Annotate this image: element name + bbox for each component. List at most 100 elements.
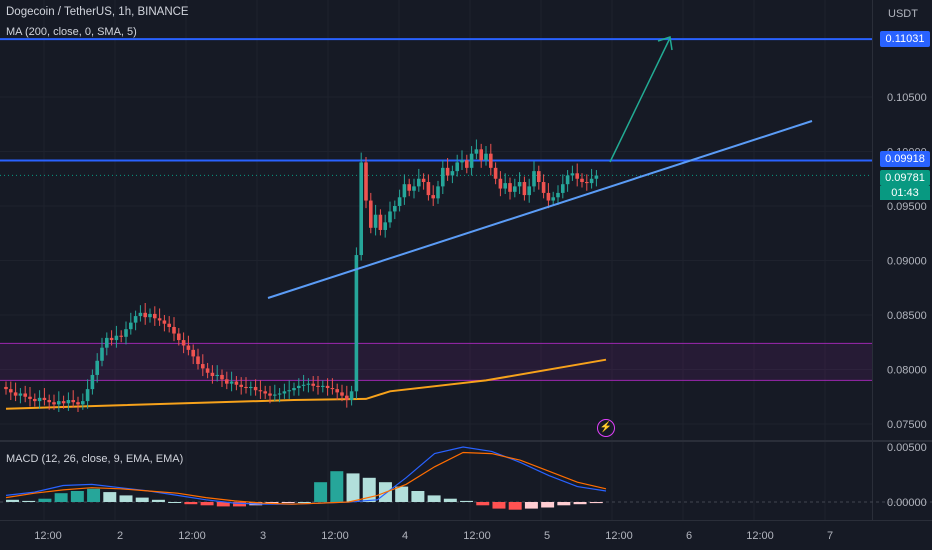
candle-body[interactable] xyxy=(321,385,325,387)
macd-histogram-bar[interactable] xyxy=(492,502,506,509)
candle-body[interactable] xyxy=(397,197,402,206)
candle-body[interactable] xyxy=(157,318,162,321)
macd-histogram-bar[interactable] xyxy=(200,502,214,506)
macd-histogram-bar[interactable] xyxy=(216,502,230,507)
candle-body[interactable] xyxy=(124,329,128,337)
candle-body[interactable] xyxy=(383,222,387,230)
candle-body[interactable] xyxy=(570,173,575,176)
candle-body[interactable] xyxy=(66,400,71,404)
currency-unit[interactable]: USDT xyxy=(888,8,918,20)
candle-body[interactable] xyxy=(532,171,536,187)
macd-histogram-bar[interactable] xyxy=(70,491,84,502)
candle-body[interactable] xyxy=(273,394,277,396)
candle-body[interactable] xyxy=(493,167,498,179)
candle-body[interactable] xyxy=(474,149,479,154)
candle-body[interactable] xyxy=(287,390,291,392)
candle-body[interactable] xyxy=(301,384,306,386)
candle-body[interactable] xyxy=(426,182,431,196)
candle-body[interactable] xyxy=(153,313,157,319)
candle-body[interactable] xyxy=(249,386,253,389)
macd-histogram-bar[interactable] xyxy=(297,502,311,503)
candle-body[interactable] xyxy=(109,337,114,341)
candle-body[interactable] xyxy=(191,349,195,357)
candle-body[interactable] xyxy=(325,385,330,389)
projection-arrow[interactable] xyxy=(609,37,671,163)
candle-body[interactable] xyxy=(57,401,61,405)
candle-body[interactable] xyxy=(263,391,267,394)
candle-body[interactable] xyxy=(445,167,450,176)
candle-body[interactable] xyxy=(177,333,181,341)
macd-histogram-bar[interactable] xyxy=(443,498,457,502)
macd-histogram-bar[interactable] xyxy=(119,495,133,502)
candle-body[interactable] xyxy=(378,214,383,230)
candle-body[interactable] xyxy=(335,389,339,393)
candle-body[interactable] xyxy=(508,183,512,192)
macd-histogram-bar[interactable] xyxy=(330,471,344,502)
macd-histogram-bar[interactable] xyxy=(460,500,474,502)
macd-histogram-bar[interactable] xyxy=(281,502,295,504)
candle-body[interactable] xyxy=(431,195,435,199)
macd-histogram-bar[interactable] xyxy=(476,502,490,506)
candle-body[interactable] xyxy=(268,393,272,396)
candle-body[interactable] xyxy=(589,178,594,184)
candle-body[interactable] xyxy=(148,313,152,318)
candle-body[interactable] xyxy=(215,374,219,377)
candle-body[interactable] xyxy=(282,391,287,394)
candle-body[interactable] xyxy=(340,392,344,396)
candle-body[interactable] xyxy=(407,184,411,191)
candle-body[interactable] xyxy=(345,395,349,401)
candle-body[interactable] xyxy=(450,171,455,176)
macd-histogram-bar[interactable] xyxy=(184,502,198,505)
macd-histogram-bar[interactable] xyxy=(87,488,101,502)
candle-body[interactable] xyxy=(95,360,99,375)
candle-body[interactable] xyxy=(186,345,191,350)
candle-body[interactable] xyxy=(18,393,23,396)
candle-body[interactable] xyxy=(33,398,37,402)
candle-body[interactable] xyxy=(455,162,459,172)
macd-histogram-bar[interactable] xyxy=(557,502,571,506)
candle-body[interactable] xyxy=(373,214,378,228)
macd-histogram-bar[interactable] xyxy=(524,502,538,509)
macd-histogram-bar[interactable] xyxy=(103,492,117,502)
candle-body[interactable] xyxy=(201,364,205,369)
candle-body[interactable] xyxy=(52,402,56,405)
projection-arrowhead[interactable] xyxy=(657,36,673,51)
candle-body[interactable] xyxy=(81,401,85,405)
candle-body[interactable] xyxy=(4,386,8,390)
candle-body[interactable] xyxy=(253,386,258,391)
candle-body[interactable] xyxy=(114,335,119,341)
candle-body[interactable] xyxy=(297,385,301,389)
candle-body[interactable] xyxy=(210,372,215,377)
candle-body[interactable] xyxy=(517,182,522,187)
candle-body[interactable] xyxy=(229,381,234,384)
candle-body[interactable] xyxy=(498,178,503,189)
candle-body[interactable] xyxy=(28,396,32,399)
ma-legend[interactable]: MA (200, close, 0, SMA, 5) xyxy=(6,26,137,38)
candle-body[interactable] xyxy=(412,186,416,191)
candle-body[interactable] xyxy=(292,388,296,391)
candle-body[interactable] xyxy=(42,397,47,401)
candle-body[interactable] xyxy=(364,162,368,201)
candle-body[interactable] xyxy=(133,316,138,323)
candle-body[interactable] xyxy=(105,337,109,348)
candle-body[interactable] xyxy=(421,178,426,183)
candle-body[interactable] xyxy=(9,389,13,393)
macd-histogram-bar[interactable] xyxy=(38,498,52,502)
macd-histogram-bar[interactable] xyxy=(233,502,246,507)
ma200-line[interactable] xyxy=(5,358,607,410)
candle-body[interactable] xyxy=(119,335,123,337)
candle-body[interactable] xyxy=(258,390,263,392)
candle-body[interactable] xyxy=(225,379,229,384)
candle-body[interactable] xyxy=(277,393,282,395)
macd-histogram-bar[interactable] xyxy=(395,486,409,502)
candle-body[interactable] xyxy=(527,186,531,196)
macd-histogram-bar[interactable] xyxy=(135,497,149,502)
symbol-title[interactable]: Dogecoin / TetherUS, 1h, BINANCE xyxy=(6,6,189,18)
macd-histogram-bar[interactable] xyxy=(168,502,182,503)
candle-body[interactable] xyxy=(76,402,80,405)
demand-zone[interactable] xyxy=(0,343,872,381)
candle-body[interactable] xyxy=(129,322,133,330)
macd-histogram-bar[interactable] xyxy=(6,499,19,502)
candle-body[interactable] xyxy=(13,392,18,396)
